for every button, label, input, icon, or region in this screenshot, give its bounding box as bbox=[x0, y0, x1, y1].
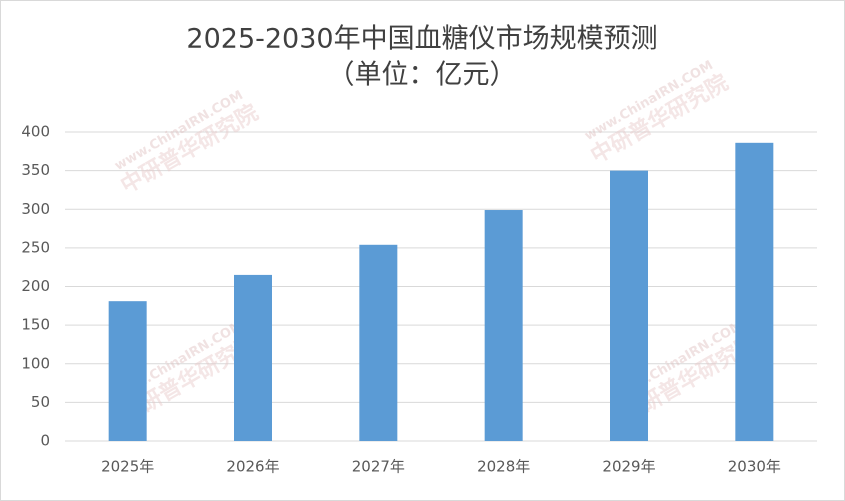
y-tick-label: 200 bbox=[21, 277, 50, 295]
bar bbox=[610, 170, 648, 441]
x-tick-label: 2026年 bbox=[226, 458, 279, 476]
bar bbox=[735, 142, 774, 441]
bar bbox=[234, 274, 272, 441]
y-tick-label: 350 bbox=[21, 161, 50, 179]
chart-title: 2025-2030年中国血糖仪市场规模预测 bbox=[186, 24, 657, 55]
x-tick-label: 2028年 bbox=[477, 458, 530, 476]
y-tick-label: 50 bbox=[31, 393, 50, 411]
y-tick-label: 400 bbox=[21, 123, 50, 141]
bar bbox=[359, 244, 398, 441]
bar bbox=[484, 210, 523, 441]
y-tick-label: 300 bbox=[21, 200, 50, 218]
x-tick-label: 2027年 bbox=[352, 458, 405, 476]
y-tick-label: 0 bbox=[40, 432, 50, 450]
x-tick-label: 2025年 bbox=[101, 458, 154, 476]
y-tick-label: 250 bbox=[21, 238, 50, 256]
x-tick-label: 2030年 bbox=[728, 458, 781, 476]
chart-subtitle: （单位：亿元） bbox=[328, 60, 517, 91]
bar bbox=[108, 301, 147, 441]
y-tick-label: 100 bbox=[21, 354, 50, 372]
x-tick-label: 2029年 bbox=[602, 458, 655, 476]
y-tick-label: 150 bbox=[21, 316, 50, 334]
